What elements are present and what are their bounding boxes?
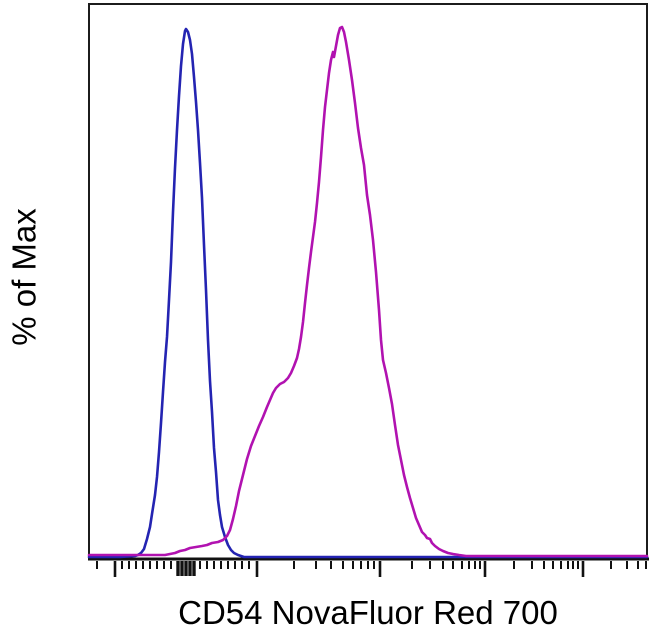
x-axis-label: CD54 NovaFluor Red 700 [178, 594, 558, 631]
y-axis-label: % of Max [5, 208, 43, 346]
magenta-histogram-curve [87, 25, 649, 558]
blue-histogram-curve [87, 27, 649, 559]
plot-border [88, 3, 648, 560]
